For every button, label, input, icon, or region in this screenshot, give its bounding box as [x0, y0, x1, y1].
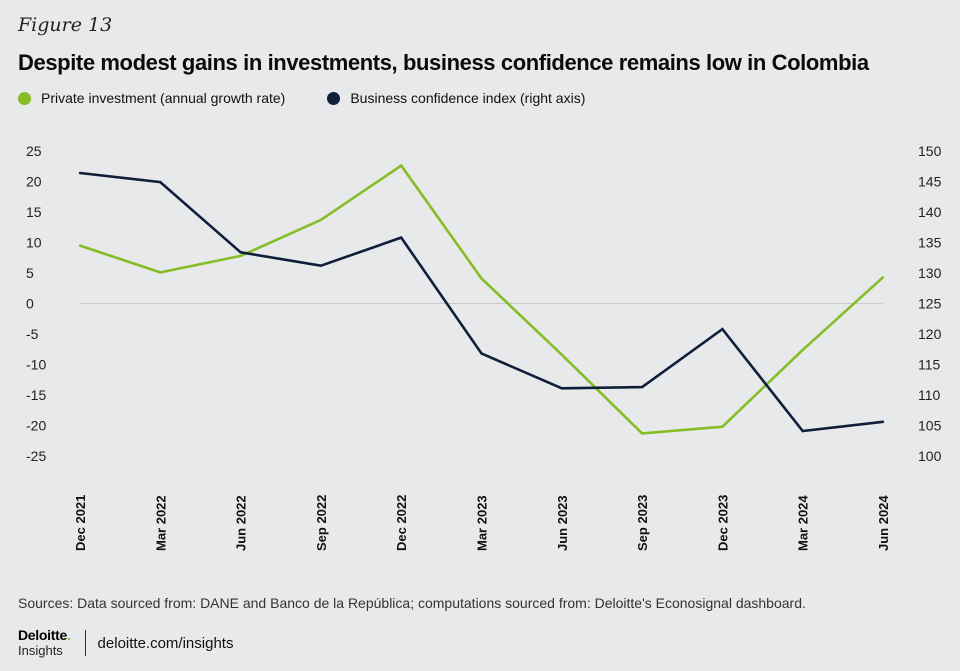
data-point-confidence — [881, 420, 885, 424]
category-label: Sep 2022 — [314, 495, 329, 551]
legend-item-confidence: Business confidence index (right axis) — [327, 90, 585, 106]
left-tick-label: 5 — [26, 265, 34, 281]
right-tick-label: 100 — [918, 448, 942, 464]
legend-label-investment: Private investment (annual growth rate) — [41, 90, 286, 106]
category-label: Mar 2023 — [475, 495, 490, 551]
data-point-confidence — [640, 385, 644, 389]
legend-swatch-investment — [18, 91, 31, 105]
right-tick-label: 125 — [918, 296, 942, 312]
right-tick-label: 135 — [918, 235, 942, 251]
left-axis: 25 20 15 10 5 0 -5 -10 -15 -20 -25 — [26, 143, 46, 464]
left-tick-label: -25 — [26, 448, 46, 464]
series-line-confidence — [79, 171, 884, 433]
data-point-confidence — [159, 180, 162, 184]
data-point-confidence — [801, 429, 804, 433]
category-label: Mar 2024 — [796, 495, 811, 551]
data-point-investment — [78, 244, 82, 247]
left-tick-label: 0 — [26, 296, 34, 312]
category-label: Dec 2021 — [73, 495, 88, 551]
data-point-investment — [400, 164, 403, 167]
legend-swatch-confidence — [327, 91, 341, 105]
left-tick-label: 10 — [26, 235, 42, 251]
category-label: Jun 2024 — [876, 495, 891, 551]
deloitte-logo: Deloitte. Insights — [18, 627, 71, 659]
right-tick-label: 110 — [918, 387, 941, 403]
left-tick-label: 15 — [26, 204, 42, 220]
brand-sub: Insights — [18, 643, 63, 658]
category-label: Dec 2023 — [715, 495, 730, 551]
right-tick-label: 150 — [918, 143, 942, 159]
data-point-confidence — [239, 251, 242, 254]
right-tick-label: 120 — [918, 326, 942, 342]
x-axis: Dec 2021 Mar 2022 Jun 2022 Sep 2022 Dec 2022… — [73, 495, 891, 551]
right-tick-label: 145 — [918, 174, 942, 190]
data-point-confidence — [78, 171, 82, 175]
left-tick-label: -10 — [26, 357, 46, 373]
footer-divider — [84, 630, 86, 656]
right-tick-label: 105 — [918, 418, 942, 434]
series-line-investment — [79, 163, 884, 435]
left-tick-label: -15 — [26, 387, 46, 403]
figure-label: Figure 13 — [18, 14, 113, 36]
category-label: Jun 2023 — [555, 495, 570, 551]
brand-name: Deloitte. — [18, 627, 71, 643]
category-label: Mar 2022 — [153, 495, 168, 551]
category-label: Jun 2022 — [234, 495, 249, 551]
chart-title: Despite modest gains in investments, bus… — [18, 50, 869, 75]
data-point-confidence — [721, 327, 724, 331]
footer: Deloitte. Insights deloitte.com/insights — [18, 627, 234, 659]
left-tick-label: 25 — [26, 143, 42, 159]
category-label: Sep 2023 — [635, 495, 650, 551]
data-point-investment — [640, 432, 644, 435]
legend-label-confidence: Business confidence index (right axis) — [350, 90, 586, 106]
data-point-investment — [239, 254, 242, 258]
data-point-confidence — [560, 387, 563, 390]
data-point-confidence — [319, 264, 323, 267]
sources-note: Sources: Data sourced from: DANE and Ban… — [18, 595, 806, 611]
data-point-investment — [159, 271, 162, 274]
legend-item-investment: Private investment (annual growth rate) — [18, 90, 285, 106]
data-point-investment — [881, 276, 885, 279]
right-tick-label: 115 — [918, 357, 941, 373]
right-tick-label: 130 — [918, 265, 942, 281]
footer-link[interactable]: deloitte.com/insights — [97, 634, 234, 652]
data-point-investment — [480, 277, 483, 280]
data-point-confidence — [480, 352, 483, 355]
left-tick-label: -5 — [26, 326, 39, 342]
left-tick-label: 20 — [26, 174, 42, 190]
data-point-investment — [721, 425, 724, 428]
right-tick-label: 140 — [918, 204, 942, 220]
data-point-investment — [319, 218, 323, 222]
series-lines — [78, 163, 885, 435]
category-label: Dec 2022 — [394, 495, 409, 551]
data-point-investment — [560, 353, 563, 356]
data-point-investment — [801, 348, 804, 352]
left-tick-label: -20 — [26, 418, 46, 434]
chart-legend: Private investment (annual growth rate) … — [18, 90, 627, 106]
right-axis: 150 145 140 135 130 125 120 115 110 105 100 — [918, 143, 942, 464]
data-point-confidence — [400, 236, 403, 239]
